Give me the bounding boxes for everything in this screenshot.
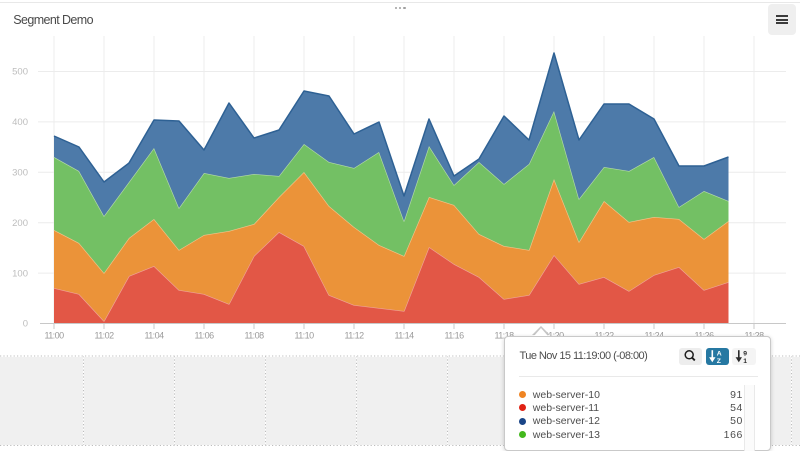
- svg-text:9: 9: [743, 350, 747, 357]
- svg-text:11:14: 11:14: [394, 331, 414, 341]
- svg-text:11:02: 11:02: [94, 331, 114, 341]
- svg-text:400: 400: [12, 117, 28, 128]
- svg-text:1: 1: [743, 357, 747, 364]
- svg-text:100: 100: [12, 268, 28, 279]
- svg-text:0: 0: [23, 319, 28, 330]
- svg-text:11:12: 11:12: [344, 331, 364, 341]
- svg-text:11:00: 11:00: [44, 331, 64, 341]
- svg-text:11:18: 11:18: [494, 331, 514, 341]
- svg-text:A: A: [716, 350, 721, 357]
- svg-text:11:08: 11:08: [244, 331, 264, 341]
- svg-text:500: 500: [12, 67, 28, 78]
- svg-text:11:04: 11:04: [144, 331, 164, 341]
- svg-text:300: 300: [12, 168, 28, 179]
- svg-text:200: 200: [12, 218, 28, 229]
- svg-text:Z: Z: [716, 357, 720, 364]
- svg-text:11:06: 11:06: [194, 331, 214, 341]
- svg-text:11:10: 11:10: [294, 331, 314, 341]
- svg-text:11:16: 11:16: [444, 331, 464, 341]
